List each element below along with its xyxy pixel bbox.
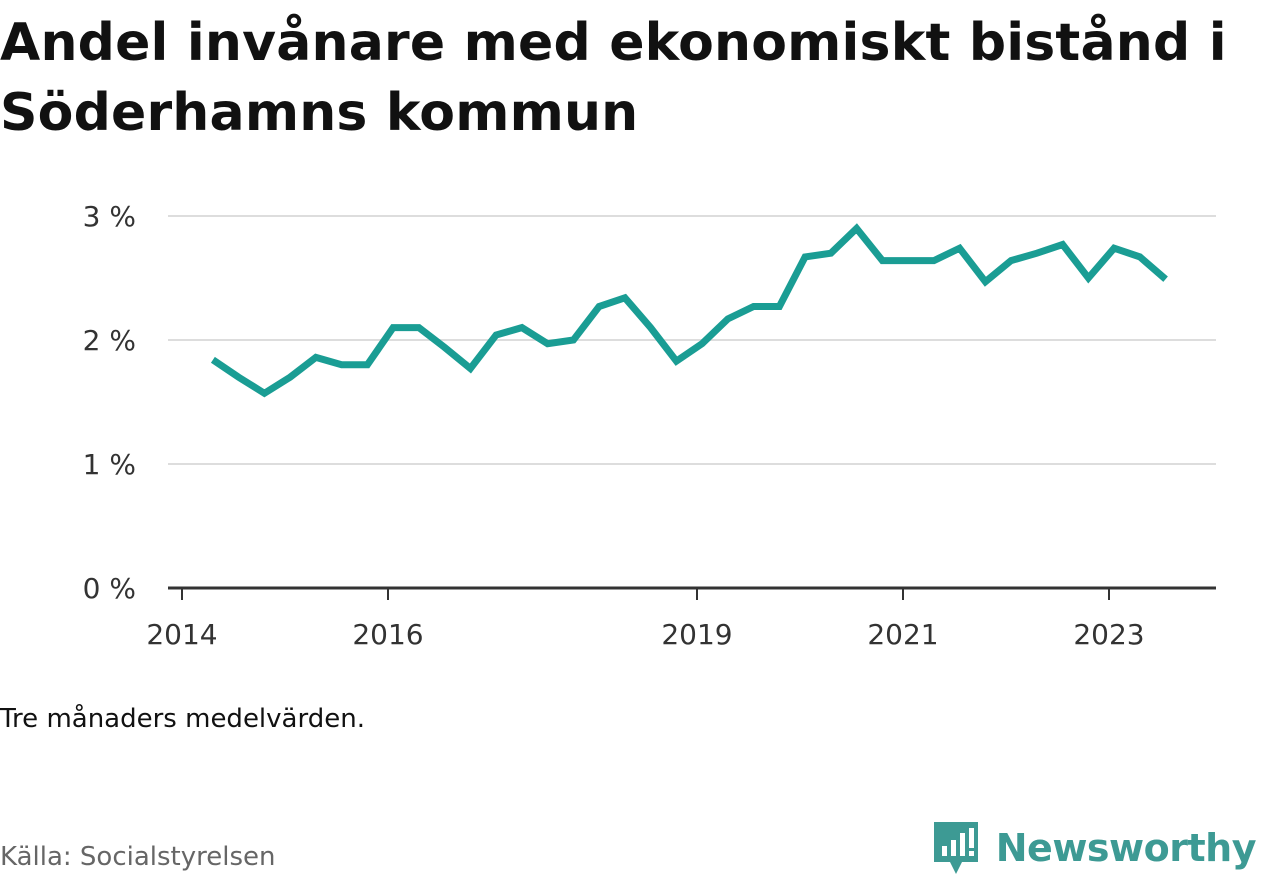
chart-title: Andel invånare med ekonomiskt bistånd i … <box>0 13 1227 143</box>
x-tick-label: 2023 <box>1073 618 1144 651</box>
y-tick-label: 3 % <box>83 200 136 233</box>
series-line <box>210 223 1168 398</box>
y-tick-label: 0 % <box>83 572 136 605</box>
x-axis: 2014 2016 2019 2021 2023 <box>146 586 1216 651</box>
series-layer <box>210 223 1168 398</box>
brand-logo[interactable]: Newsworthy <box>930 818 1257 878</box>
newsworthy-logo-icon <box>933 822 978 874</box>
line-chart: 0 % 1 % 2 % 3 % 2014 2016 2019 2021 2023 <box>83 200 1216 651</box>
x-tick-label: 2014 <box>146 618 217 651</box>
x-tick-label: 2019 <box>661 618 732 651</box>
brand-name: Newsworthy <box>995 826 1257 870</box>
grid-lines <box>168 215 1216 465</box>
x-tick-label: 2016 <box>352 618 423 651</box>
source-credit: Källa: Socialstyrelsen <box>0 842 276 872</box>
y-tick-label: 2 % <box>83 324 136 357</box>
x-tick-label: 2021 <box>867 618 938 651</box>
y-axis-ticks: 0 % 1 % 2 % 3 % <box>83 200 136 605</box>
chart-note: Tre månaders medelvärden. <box>0 704 365 734</box>
y-tick-label: 1 % <box>83 448 136 481</box>
